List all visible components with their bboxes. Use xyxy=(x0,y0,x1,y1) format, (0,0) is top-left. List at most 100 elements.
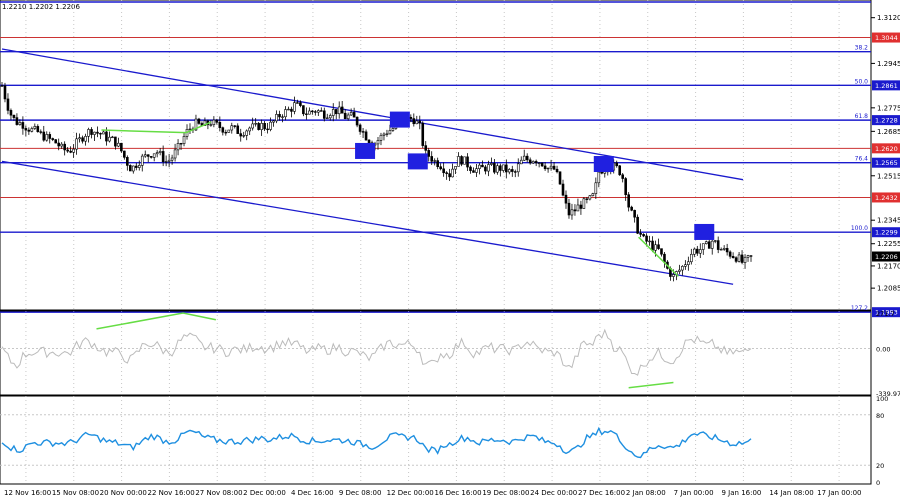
candle xyxy=(552,165,556,170)
candle xyxy=(218,122,222,128)
candle xyxy=(203,120,207,126)
x-axis-label: 19 Dec 08:00 xyxy=(482,489,529,497)
candle xyxy=(496,165,499,173)
signal-box xyxy=(694,223,715,240)
candle xyxy=(379,134,383,141)
candle xyxy=(99,133,102,135)
price-tick-label: 1.2170 xyxy=(877,262,900,270)
candle xyxy=(6,98,10,111)
candle xyxy=(66,149,69,152)
candle xyxy=(472,170,475,173)
x-axis-label: 14 Jan 08:00 xyxy=(769,489,813,497)
price-tag-label: 1.2861 xyxy=(875,82,898,90)
candle xyxy=(684,264,687,267)
candle xyxy=(645,235,648,242)
candle xyxy=(460,156,463,165)
candle xyxy=(424,145,428,151)
candle xyxy=(227,129,231,133)
candle xyxy=(140,155,144,166)
candle xyxy=(42,131,46,141)
fib-level-label: 61.8 xyxy=(855,113,869,120)
candle xyxy=(143,154,147,157)
price-tag xyxy=(872,115,900,126)
candle xyxy=(463,156,466,165)
candle xyxy=(108,136,111,142)
rsi-axis-label: 100 xyxy=(876,395,888,403)
candle xyxy=(3,85,7,100)
candle xyxy=(188,128,192,131)
candle xyxy=(78,137,81,140)
candle xyxy=(364,131,368,141)
candle xyxy=(687,261,690,265)
price-tag-label: 1.2728 xyxy=(875,117,898,125)
candle xyxy=(579,204,583,209)
candle xyxy=(314,111,317,113)
candle xyxy=(636,216,639,234)
candle xyxy=(9,110,13,116)
candle xyxy=(672,274,675,277)
candle xyxy=(412,118,416,125)
x-axis-label: 12 Dec 00:00 xyxy=(387,489,434,497)
channel-upper-line xyxy=(1,48,744,181)
candle xyxy=(176,143,180,151)
candle xyxy=(540,162,544,167)
x-axis-label: 16 Dec 16:00 xyxy=(435,489,482,497)
candle xyxy=(251,123,254,129)
candle xyxy=(487,164,490,172)
candle xyxy=(129,165,132,172)
candle xyxy=(537,162,541,164)
candle xyxy=(90,129,93,135)
candle xyxy=(707,241,711,249)
candle xyxy=(209,124,213,126)
fib-level-label: 76.4 xyxy=(855,156,869,163)
fib-level-label: 38.2 xyxy=(855,45,869,52)
signal-box xyxy=(407,153,428,170)
x-axis-label: 27 Dec 16:00 xyxy=(578,489,625,497)
candle xyxy=(299,102,302,106)
candle xyxy=(269,121,272,130)
candle xyxy=(693,248,696,255)
rsi-axis-label: 20 xyxy=(876,462,884,470)
candle xyxy=(355,116,359,126)
candle xyxy=(102,131,105,135)
candle xyxy=(576,204,580,212)
x-axis-label: 9 Dec 08:00 xyxy=(339,489,382,497)
candle xyxy=(573,209,577,212)
candle xyxy=(224,131,228,134)
candle xyxy=(132,165,135,172)
candle xyxy=(663,253,666,263)
candle xyxy=(96,131,99,134)
x-axis-label: 27 Nov 08:00 xyxy=(195,489,242,497)
candle xyxy=(588,195,592,200)
candle xyxy=(117,142,120,147)
candle xyxy=(657,244,660,249)
candle xyxy=(212,119,216,125)
candle xyxy=(597,171,601,184)
candle xyxy=(430,156,434,162)
candle xyxy=(713,240,717,242)
candle xyxy=(361,131,365,133)
candle xyxy=(48,134,52,139)
candle xyxy=(33,126,37,129)
price-tag-label: 1.2565 xyxy=(875,159,898,167)
candle xyxy=(418,120,422,124)
candle xyxy=(72,148,75,153)
candle xyxy=(54,139,58,144)
candle xyxy=(734,257,738,262)
candle xyxy=(221,127,225,133)
candle xyxy=(24,128,28,131)
candle xyxy=(266,128,269,131)
candle xyxy=(510,169,514,172)
candle xyxy=(448,173,451,178)
candle xyxy=(123,150,126,158)
cci-axis-label: -339.978 xyxy=(876,390,900,398)
candle xyxy=(475,168,478,173)
candle xyxy=(164,161,168,163)
candle xyxy=(21,122,25,129)
candle xyxy=(737,254,741,262)
price-tag-label: 1.2432 xyxy=(875,194,898,202)
candle xyxy=(746,255,750,258)
candle xyxy=(534,161,538,164)
candle xyxy=(531,161,535,164)
